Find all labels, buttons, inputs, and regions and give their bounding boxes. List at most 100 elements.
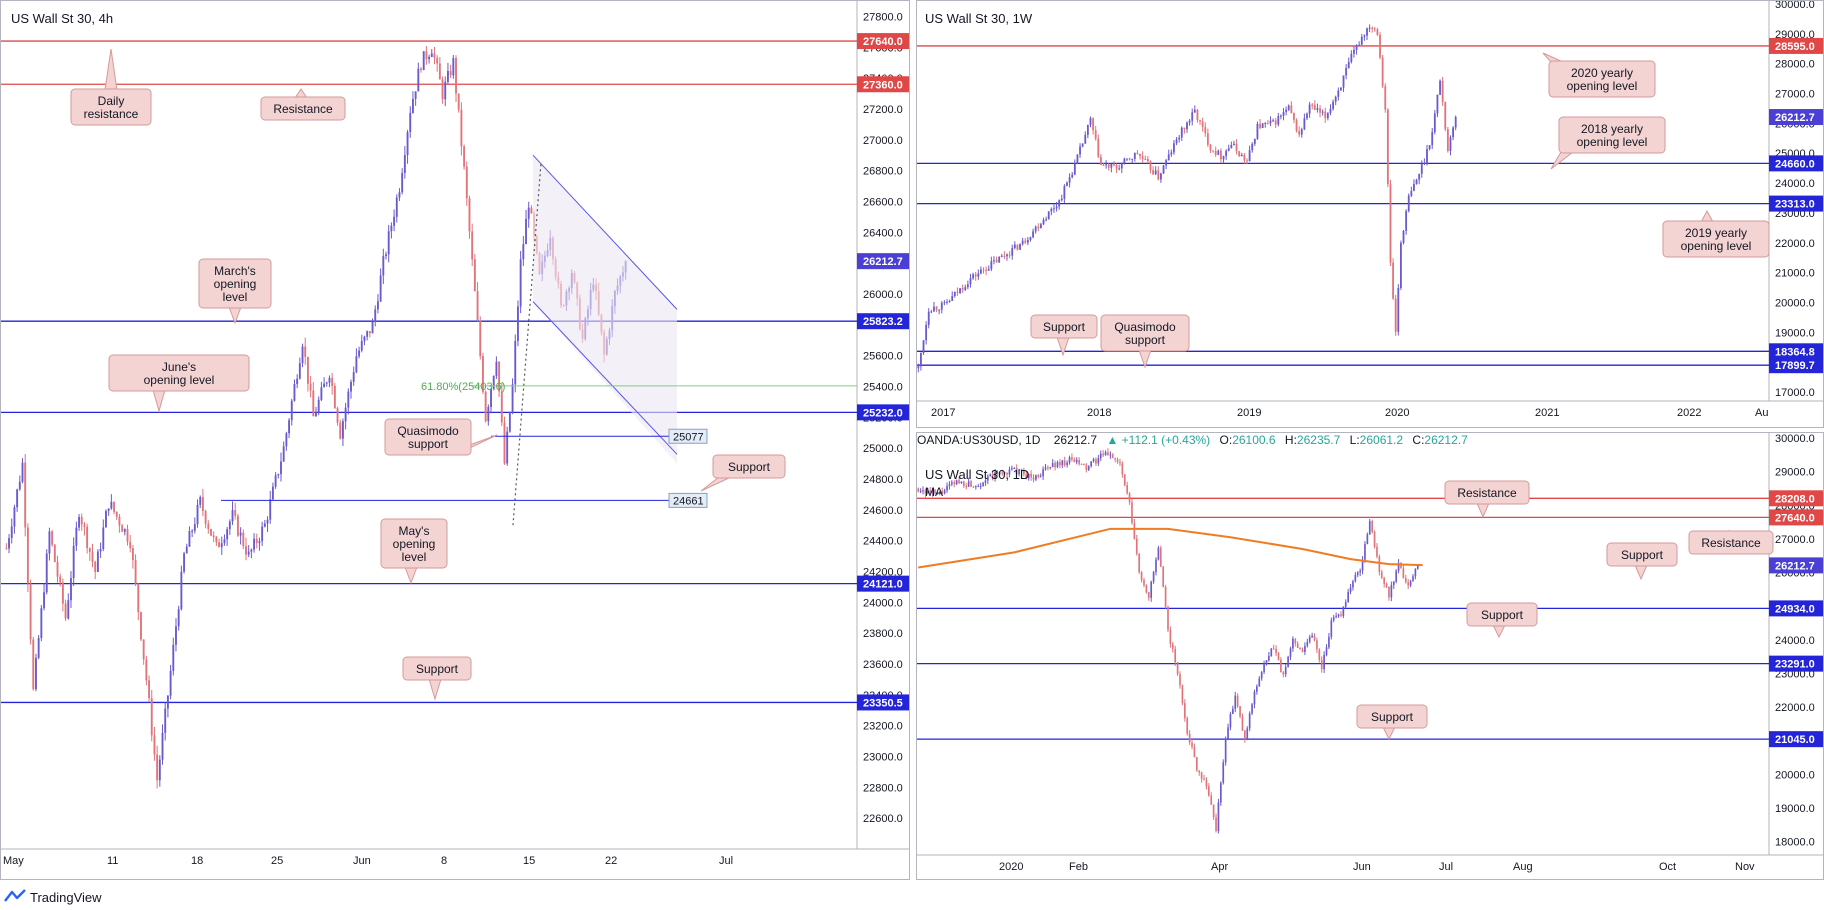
candle-body xyxy=(1183,127,1186,130)
y-tick-label: 24600.0 xyxy=(863,505,903,517)
candle-body xyxy=(1203,778,1205,780)
callout-support-4h[interactable]: Support xyxy=(700,454,786,492)
callout-support-mid[interactable]: Support xyxy=(1606,542,1678,581)
candle-body xyxy=(1233,143,1235,146)
candle-body xyxy=(1405,210,1408,231)
candle-body xyxy=(64,603,67,619)
candle-body xyxy=(247,551,250,555)
candle-body xyxy=(1290,105,1293,114)
chart-panel-1d[interactable]: 18000.019000.020000.021000.022000.023000… xyxy=(916,432,1824,880)
candle-body xyxy=(75,527,78,546)
candle-body xyxy=(965,485,968,487)
level-price-tag xyxy=(1769,600,1823,617)
candle-body xyxy=(1441,80,1444,102)
candle-body xyxy=(1066,182,1068,186)
candle-body xyxy=(433,53,436,58)
candle-body xyxy=(1054,463,1056,468)
candle-body xyxy=(250,549,253,552)
candle-body xyxy=(1206,133,1209,145)
candle-body xyxy=(1444,101,1447,130)
candle-body xyxy=(1145,585,1148,593)
candle-body xyxy=(271,486,274,500)
callout-text: May's xyxy=(399,524,430,538)
candle-body xyxy=(511,384,514,413)
callout-tail xyxy=(104,48,118,91)
callout-resistance[interactable]: Resistance xyxy=(260,88,346,121)
candle-body xyxy=(398,192,401,198)
candle-body xyxy=(53,544,56,562)
tradingview-brand[interactable]: TradingView xyxy=(30,890,102,905)
candle-body xyxy=(1178,137,1181,140)
candle-body xyxy=(1449,137,1452,151)
chart-1w-svg[interactable]: 17000.018000.019000.020000.021000.022000… xyxy=(917,1,1823,427)
candle-body xyxy=(1051,463,1054,468)
candle-body xyxy=(368,331,371,334)
candle-body xyxy=(943,302,946,304)
candle-body xyxy=(1188,120,1191,123)
ohlc-symbol[interactable]: OANDA:US30USD, 1D xyxy=(917,433,1041,447)
callout-resistance-right[interactable]: Resistance xyxy=(1688,529,1774,555)
candle-body xyxy=(13,507,16,527)
callout-tail xyxy=(1138,349,1152,369)
callout-resistance-top[interactable]: Resistance xyxy=(1444,480,1530,519)
candle-body xyxy=(1308,104,1311,114)
candle-body xyxy=(1217,150,1220,155)
candle-body xyxy=(1280,115,1282,117)
candle-body xyxy=(1090,461,1092,467)
candle-body xyxy=(1071,174,1074,178)
candle-body xyxy=(1416,565,1419,569)
candle-body xyxy=(1114,458,1116,460)
x-tick-label: 22 xyxy=(605,855,617,867)
callout-support-23291[interactable]: Support xyxy=(1466,602,1538,639)
chart-4h-svg[interactable]: 22600.022800.023000.023200.023400.023600… xyxy=(1,1,909,879)
chart-panel-1w[interactable]: 17000.018000.019000.020000.021000.022000… xyxy=(916,0,1824,428)
chart-panel-4h[interactable]: 22600.022800.023000.023200.023400.023600… xyxy=(0,0,910,880)
candle-body xyxy=(355,356,358,373)
x-tick-label: May xyxy=(3,855,24,867)
candle-body xyxy=(156,754,159,781)
candle-body xyxy=(1311,104,1314,106)
candle-body xyxy=(379,275,382,302)
candle-body xyxy=(1087,466,1090,470)
candle-body xyxy=(527,207,530,219)
candle-body xyxy=(1186,717,1189,734)
candle-body xyxy=(938,491,941,494)
candle-body xyxy=(193,524,196,531)
callout-support-21045[interactable]: Support xyxy=(1356,704,1428,741)
y-tick-label: 30000.0 xyxy=(1775,433,1815,445)
x-tick-label: Jul xyxy=(719,855,733,867)
level-price-label: 27640.0 xyxy=(863,36,903,48)
callout-support-1w[interactable]: Support xyxy=(1030,314,1098,357)
y-tick-label: 22800.0 xyxy=(863,782,903,794)
candle-body xyxy=(927,311,930,325)
candle-body xyxy=(382,255,385,276)
candle-body xyxy=(1138,553,1141,573)
candle-body xyxy=(519,259,522,307)
candle-body xyxy=(1157,547,1160,560)
candle-body xyxy=(304,346,307,357)
tradingview-logo-icon[interactable] xyxy=(4,889,26,903)
callout-support-lower[interactable]: Support xyxy=(402,656,472,701)
candle-body xyxy=(1154,170,1157,175)
candle-body xyxy=(1204,127,1207,134)
candle-body xyxy=(522,244,525,260)
candle-body xyxy=(280,461,282,475)
candle-body xyxy=(1344,602,1347,607)
candle-body xyxy=(959,288,961,293)
ma-indicator-label[interactable]: MA xyxy=(925,485,943,499)
candle-body xyxy=(1332,617,1335,621)
x-tick-label: Jun xyxy=(353,855,371,867)
chart-1d-svg[interactable]: 18000.019000.020000.021000.022000.023000… xyxy=(917,433,1823,879)
candle-body xyxy=(1335,616,1337,618)
x-tick-label: Feb xyxy=(1069,861,1088,873)
candle-body xyxy=(226,529,229,540)
